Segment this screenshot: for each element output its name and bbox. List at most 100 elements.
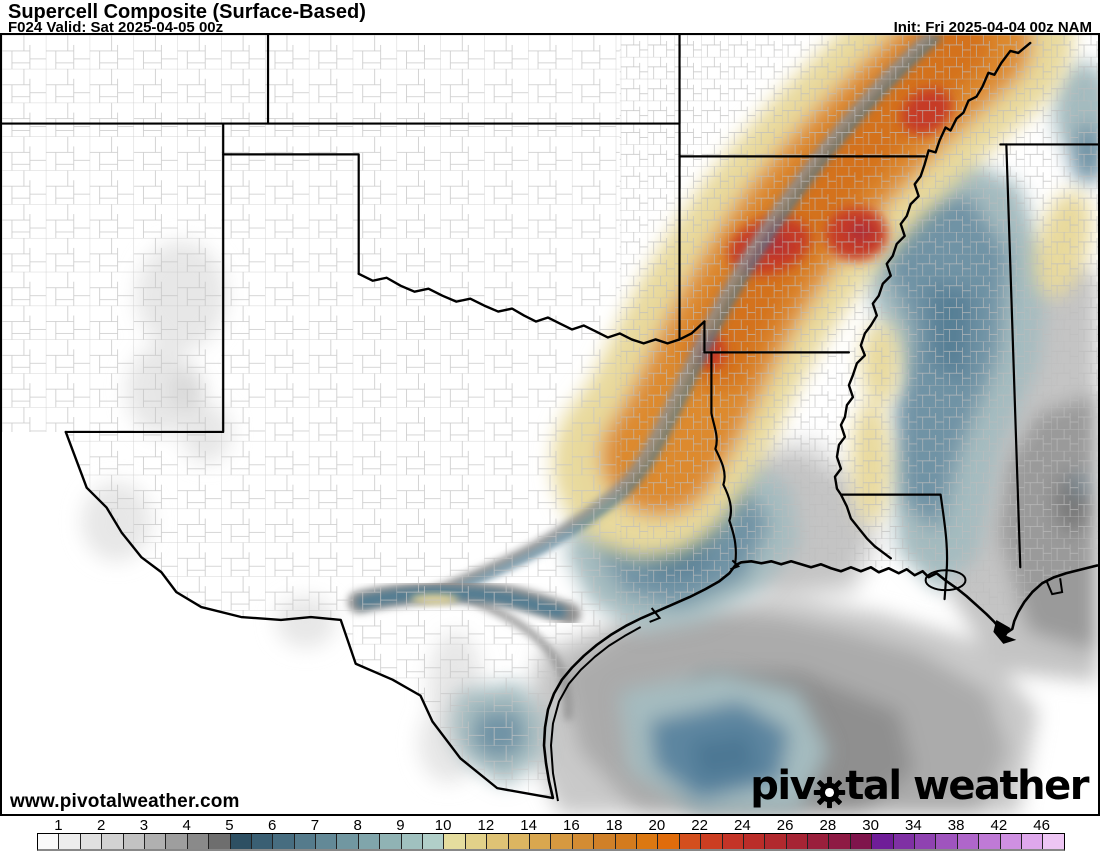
init-time-label: Init: Fri 2025-04-04 00z NAM bbox=[893, 19, 1092, 36]
colorbar-cell bbox=[678, 834, 701, 849]
colorbar-cell bbox=[38, 834, 59, 849]
logo-prefix: piv bbox=[750, 763, 815, 809]
colorbar-cell bbox=[657, 834, 679, 849]
colorbar-cell bbox=[978, 834, 1000, 849]
colorbar-cell bbox=[250, 834, 273, 849]
colorbar-tick-label: 10 bbox=[434, 817, 452, 834]
coastline bbox=[542, 559, 1098, 802]
colorbar-tick-label: 6 bbox=[267, 817, 277, 834]
colorbar-tick-label: 26 bbox=[776, 817, 794, 834]
newmexico-texas-border bbox=[64, 122, 225, 434]
colorbar-cell bbox=[486, 834, 508, 849]
colorbar-cell bbox=[400, 834, 423, 849]
mobile-bay bbox=[1045, 578, 1064, 596]
colorbar-cell bbox=[571, 834, 594, 849]
watermark-url: www.pivotalweather.com bbox=[8, 791, 242, 813]
mississippi-delta bbox=[993, 619, 1017, 644]
colorbar-cell bbox=[272, 834, 294, 849]
colorbar-cell bbox=[871, 834, 893, 849]
colorbar-tick-label: 3 bbox=[139, 817, 149, 834]
red-river bbox=[357, 272, 706, 345]
state-borders bbox=[2, 35, 1098, 601]
colorbar-cell bbox=[443, 834, 465, 849]
louisiana-mississippi-border bbox=[839, 493, 949, 601]
map-image bbox=[2, 35, 1098, 814]
colorbar-cell bbox=[293, 834, 316, 849]
colorbar-cell bbox=[935, 834, 957, 849]
colorbar-tick-label: 18 bbox=[605, 817, 623, 834]
colorbar-tick-label: 20 bbox=[648, 817, 666, 834]
lake-pontchartrain bbox=[924, 569, 967, 592]
header-row: F024 Valid: Sat 2025-04-05 00z Init: Fri… bbox=[8, 19, 1092, 36]
colorbar-cell bbox=[315, 834, 337, 849]
oklahoma-panhandle-border bbox=[222, 153, 360, 275]
colorbar-cell bbox=[101, 834, 123, 849]
colorbar-tick-label: 1 bbox=[54, 817, 63, 834]
colorbar-cell bbox=[357, 834, 380, 849]
colorbar-cell bbox=[742, 834, 765, 849]
colorbar-cell bbox=[849, 834, 872, 849]
colorbar-cell bbox=[1042, 834, 1064, 849]
colorbar-strip: 1 2 3 4 5 6 7 8 9 10 12 14 16 18 20 22 24 26 28 30 34 38 42 46 bbox=[0, 816, 1100, 851]
valid-time-label: F024 Valid: Sat 2025-04-05 00z bbox=[8, 19, 224, 36]
colorbar-cell bbox=[79, 834, 102, 849]
colorbar-tick-label: 22 bbox=[691, 817, 708, 834]
colorbar-cell bbox=[635, 834, 658, 849]
colorbar-cell bbox=[614, 834, 636, 849]
colorbar-cell bbox=[785, 834, 808, 849]
colorbar-cell bbox=[999, 834, 1021, 849]
colorbar-cell bbox=[550, 834, 572, 849]
colorbar-cell bbox=[892, 834, 915, 849]
colorbar-cell bbox=[229, 834, 251, 849]
colorbar-tick-label: 14 bbox=[520, 817, 537, 834]
colorbar-cell bbox=[379, 834, 401, 849]
colorbar-cell bbox=[143, 834, 166, 849]
colorbar-cell bbox=[807, 834, 829, 849]
colorbar-cell bbox=[914, 834, 936, 849]
rivers bbox=[64, 41, 1032, 800]
colorbar-tick-label: 9 bbox=[396, 817, 405, 834]
colorbar-cell bbox=[721, 834, 743, 849]
colorbar-tick-label: 42 bbox=[990, 817, 1008, 834]
colorbar-cell bbox=[593, 834, 615, 849]
colorbar-tick-label: 34 bbox=[905, 817, 922, 834]
sabine-lake bbox=[729, 559, 741, 571]
colorbar-tick-label: 28 bbox=[819, 817, 837, 834]
colorbar-tick-label: 16 bbox=[563, 817, 580, 834]
galveston-bay bbox=[649, 607, 662, 623]
colorbar-cell bbox=[122, 834, 144, 849]
colorbar-tick-label: 12 bbox=[477, 817, 495, 834]
colorbar-labels: 1 2 3 4 5 6 7 8 9 10 12 14 16 18 20 22 24 26 28 30 34 38 42 46 bbox=[0, 816, 1100, 834]
colorbar-tick-label: 30 bbox=[862, 817, 879, 834]
rio-grande-river bbox=[64, 430, 555, 800]
colorbar-cell bbox=[700, 834, 722, 849]
colorbar-cell bbox=[828, 834, 850, 849]
mississippi-river bbox=[833, 41, 1032, 560]
colorbar-tick-label: 46 bbox=[1033, 817, 1050, 834]
colorbar-cell bbox=[764, 834, 786, 849]
colorbar-cell bbox=[528, 834, 551, 849]
colorbar-cell bbox=[507, 834, 529, 849]
colorbar-tick-label: 38 bbox=[947, 817, 965, 834]
colorbar-tick-label: 8 bbox=[353, 817, 362, 834]
barrier-islands bbox=[550, 626, 642, 802]
texas-louisiana-sabine-border bbox=[710, 351, 737, 564]
colorbar-cell bbox=[208, 834, 230, 849]
colorbar-tick-label: 2 bbox=[96, 817, 106, 834]
map-frame bbox=[0, 33, 1100, 816]
colorbar-tick-label: 5 bbox=[225, 817, 234, 834]
colorbar-cell bbox=[165, 834, 187, 849]
colorbar-tick-label: 7 bbox=[310, 817, 320, 834]
colorbar bbox=[37, 833, 1065, 851]
colorbar-cell bbox=[336, 834, 358, 849]
colorbar-tick-label: 4 bbox=[182, 817, 191, 834]
pivotal-weather-logo: piv tal weather bbox=[750, 763, 1089, 809]
colorbar-tick-label: 24 bbox=[734, 817, 751, 834]
colorbar-cell bbox=[186, 834, 209, 849]
colorbar-cell bbox=[956, 834, 979, 849]
colorbar-cell bbox=[464, 834, 487, 849]
colorbar-cell bbox=[422, 834, 444, 849]
map-title: Supercell Composite (Surface-Based) bbox=[8, 1, 366, 23]
mississippi-alabama-border bbox=[1005, 143, 1022, 569]
